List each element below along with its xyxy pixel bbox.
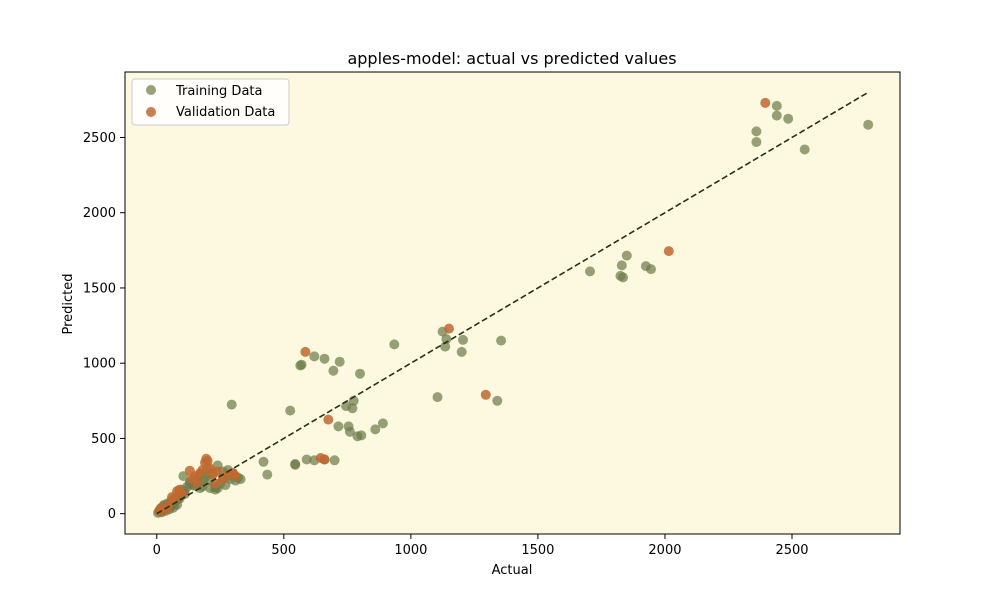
plot-area [125,72,900,534]
data-point [480,389,491,400]
data-point [771,100,782,111]
series-validation [154,97,771,517]
y-axis-label: Predicted [61,273,76,334]
data-point [187,474,198,485]
data-point [444,323,454,334]
legend-label-validation: Validation Data [176,105,275,120]
data-point [771,110,782,121]
data-point [347,403,358,414]
x-tick-label: 0 [153,543,161,558]
data-point [210,478,221,489]
data-point [492,395,503,406]
data-point [296,359,307,370]
data-point [290,459,301,470]
data-point [389,339,400,350]
y-tick-label: 1000 [83,357,116,372]
legend-label-training: Training Data [175,84,262,99]
data-point [585,266,595,277]
plot-frame [124,71,901,535]
data-point [616,260,627,271]
points-layer [153,97,874,518]
legend-marker-validation [146,107,156,117]
data-point [663,246,674,257]
data-point [344,426,355,437]
y-tick-label: 1500 [83,281,116,296]
data-point [751,137,762,147]
data-point [334,356,345,367]
y-tick-label: 2500 [83,131,116,146]
data-point [799,144,810,155]
data-point [496,335,507,346]
data-point [212,466,223,477]
data-point [319,353,330,364]
y-tick-label: 0 [108,507,116,522]
data-point [458,334,468,345]
y-tick-label: 2000 [83,206,116,221]
data-point [262,469,273,480]
data-point [618,272,628,283]
legend: Training Data Validation Data [131,78,290,126]
data-point [333,421,344,432]
x-axis-label: Actual [492,563,533,578]
data-point [751,126,762,137]
x-tick-label: 1000 [394,543,427,558]
data-point [432,392,443,403]
data-point [646,264,656,275]
x-tick-label: 2000 [648,543,681,558]
data-point [300,346,311,357]
data-point [230,471,241,482]
data-point [783,113,794,124]
legend-marker-training [146,85,156,95]
x-tick-label: 2500 [775,543,808,558]
data-point [370,424,381,435]
data-point [309,351,320,362]
data-point [301,454,312,465]
data-point [285,405,296,416]
data-point [440,341,451,352]
data-point [177,489,188,500]
data-point [377,418,388,429]
data-point [760,97,771,108]
data-point [258,456,269,467]
data-point [356,430,367,441]
x-tick-label: 500 [271,543,296,558]
chart-title: apples-model: actual vs predicted values [347,49,676,68]
data-point [863,119,874,130]
data-point [456,346,467,357]
data-point [355,368,365,379]
reference-line [156,91,869,515]
data-point [323,414,334,425]
data-point [621,250,632,261]
data-point [329,455,340,466]
data-point [441,334,452,345]
x-tick-label: 1500 [521,543,554,558]
y-tick-label: 500 [91,432,116,447]
x-axis-ticks: 0 500 1000 1500 2000 2500 [153,534,809,558]
data-point [319,454,330,465]
legend-box [131,78,290,126]
data-point [328,365,339,376]
data-point [226,399,237,410]
y-axis-ticks: 0 500 1000 1500 2000 2500 [83,131,125,522]
